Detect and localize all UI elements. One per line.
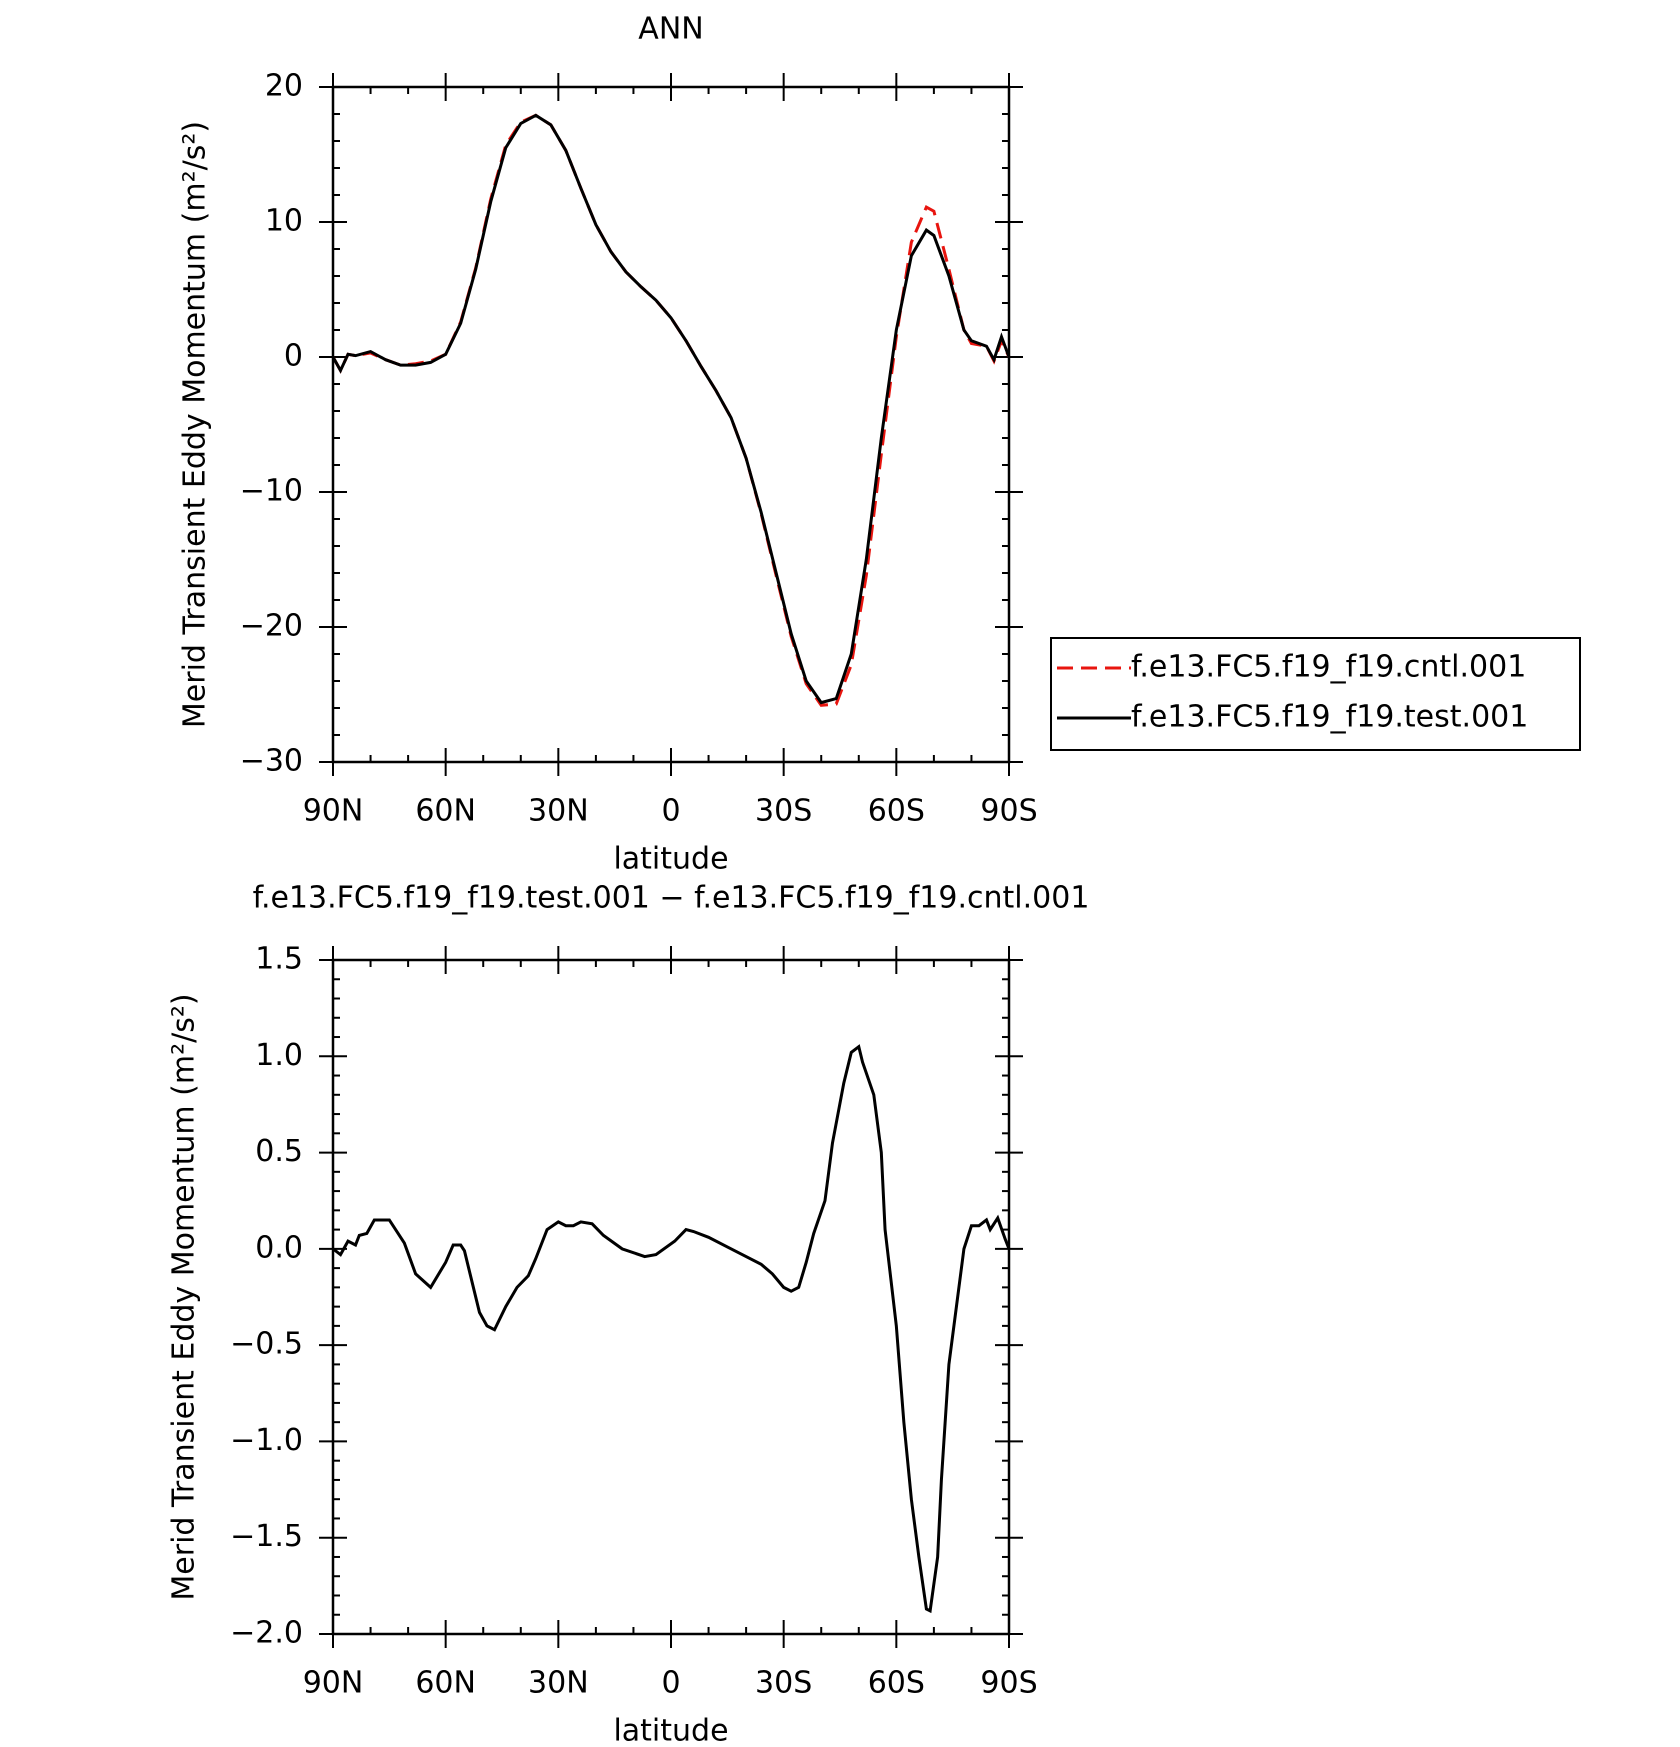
x-tick-label: 90N	[303, 1666, 364, 1701]
y-tick-label: 0.0	[255, 1230, 303, 1265]
y-tick-label: −0.5	[230, 1327, 303, 1362]
chart-title: f.e13.FC5.f19_f19.test.001 − f.e13.FC5.f…	[253, 881, 1090, 916]
x-axis-label: latitude	[613, 1714, 728, 1747]
y-tick-label: −2.0	[230, 1616, 303, 1651]
data-line	[331, 113, 1011, 707]
x-tick-label: 60N	[415, 794, 476, 829]
x-tick-label: 60S	[868, 1666, 925, 1701]
x-tick-label: 30S	[755, 1666, 812, 1701]
x-tick-label: 30N	[528, 1666, 589, 1701]
x-tick-label: 60S	[868, 794, 925, 829]
x-tick-label: 30S	[755, 794, 812, 829]
y-tick-label: −10	[240, 474, 303, 509]
x-tick-label: 90S	[980, 1666, 1037, 1701]
y-tick-label: 1.5	[255, 942, 303, 977]
data-line	[331, 113, 1011, 705]
y-tick-label: 10	[265, 204, 303, 239]
y-axis-label: Merid Transient Eddy Momentum (m²/s²)	[178, 121, 213, 728]
x-tick-label: 0	[661, 794, 680, 829]
legend-box	[1050, 637, 1581, 751]
x-tick-label: 0	[661, 1666, 680, 1701]
legend-label: f.e13.FC5.f19_f19.cntl.001	[1131, 650, 1526, 685]
y-tick-label: −1.0	[230, 1423, 303, 1458]
plot-frame	[331, 85, 1011, 764]
y-tick-label: 0	[284, 339, 303, 374]
y-tick-label: 20	[265, 69, 303, 104]
y-tick-label: −1.5	[230, 1519, 303, 1554]
x-tick-label: 30N	[528, 794, 589, 829]
y-tick-label: 1.0	[255, 1038, 303, 1073]
x-axis-label: latitude	[613, 842, 728, 877]
x-tick-label: 90S	[980, 794, 1037, 829]
y-tick-label: −30	[240, 744, 303, 779]
y-axis-label: Merid Transient Eddy Momentum (m²/s²)	[167, 993, 202, 1600]
plot-frame	[331, 958, 1011, 1636]
y-tick-label: −20	[240, 609, 303, 644]
legend-label: f.e13.FC5.f19_f19.test.001	[1131, 700, 1528, 735]
y-tick-label: 0.5	[255, 1134, 303, 1169]
x-tick-label: 90N	[303, 794, 364, 829]
x-tick-label: 60N	[415, 1666, 476, 1701]
chart-title: ANN	[638, 12, 703, 47]
data-line	[332, 1044, 1011, 1614]
